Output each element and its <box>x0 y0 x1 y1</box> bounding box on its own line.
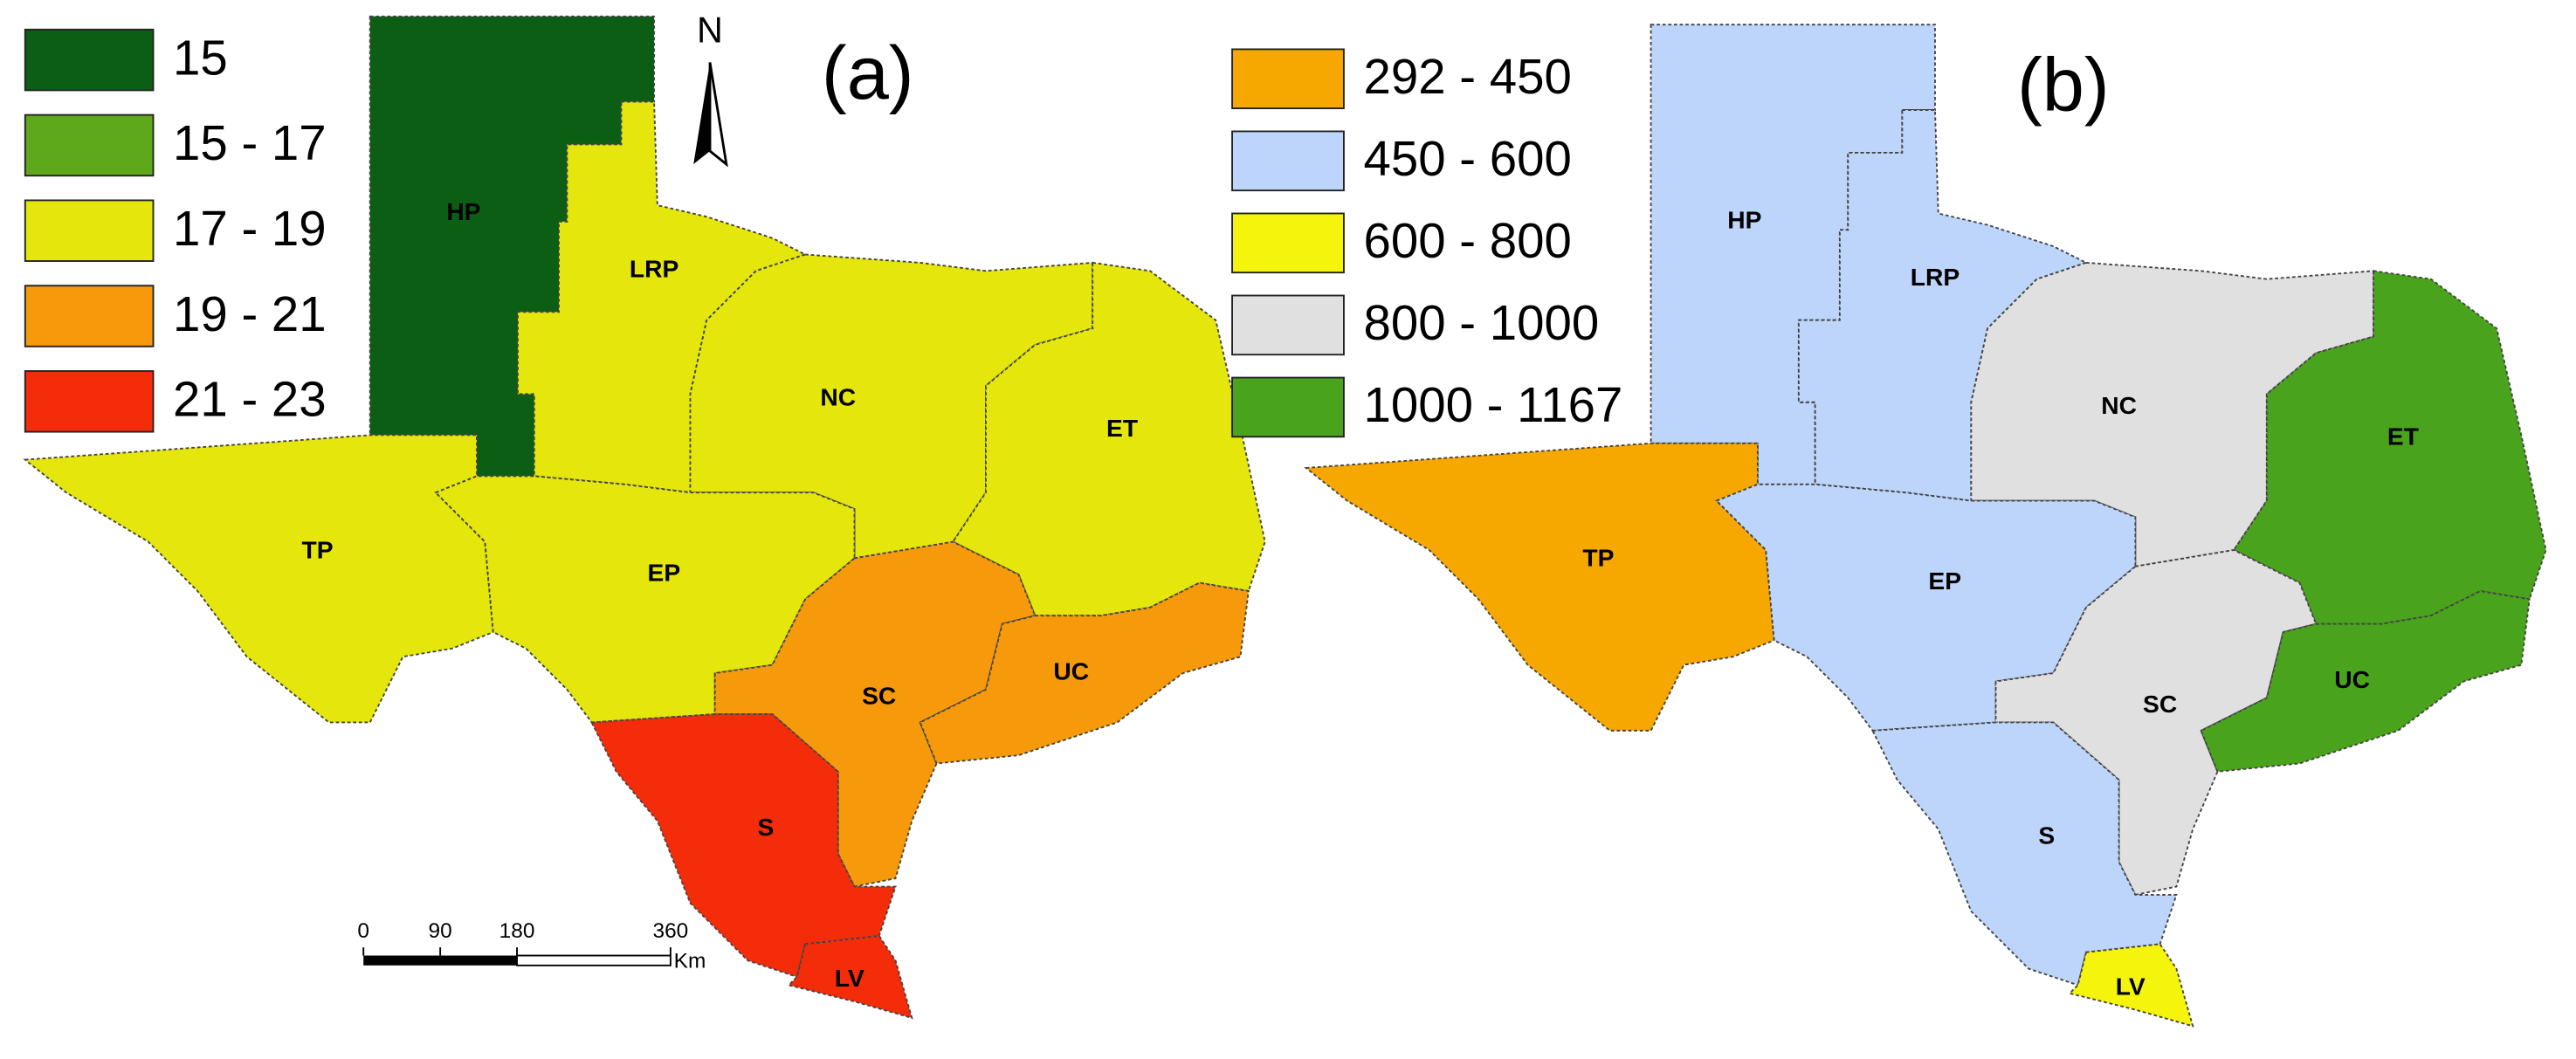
region <box>1304 442 1775 732</box>
region-label: EP <box>1928 567 1961 595</box>
map-panel: HP LRP NC ET TP EP SC UC S LV 292 - 450 450 - 600 60… <box>1231 24 2547 1028</box>
legend-label: 17 - 19 <box>173 201 327 256</box>
legend-label: 800 - 1000 <box>1364 295 1600 350</box>
region-label: S <box>758 813 775 841</box>
legend-swatch <box>24 285 155 347</box>
region-label: TP <box>302 535 334 563</box>
legend-swatch <box>1231 294 1345 356</box>
arrow-half <box>693 62 711 165</box>
legend-label: 21 - 23 <box>173 372 327 427</box>
legend-label: 15 <box>173 30 228 85</box>
legend-swatch <box>24 199 155 262</box>
legend-label: 600 - 800 <box>1364 213 1572 268</box>
legend-label: 19 - 21 <box>173 286 327 341</box>
legend-label: 1000 - 1167 <box>1364 377 1623 432</box>
region <box>2068 943 2194 1028</box>
legend-label: 450 - 600 <box>1364 131 1572 186</box>
region-label: S <box>2038 822 2055 849</box>
region-label: ET <box>2387 423 2419 450</box>
scale-tick-label: 360 <box>652 919 688 943</box>
arrow-half <box>708 62 728 168</box>
region <box>2200 590 2531 773</box>
region-label: HP <box>446 197 480 225</box>
legend-swatch <box>1231 48 1345 110</box>
region-label: UC <box>1053 657 1089 685</box>
region <box>787 934 913 1020</box>
scale-tick-label: 90 <box>429 919 452 943</box>
region-label: SC <box>862 682 896 710</box>
scale-unit: Km <box>674 949 706 973</box>
region <box>517 100 808 494</box>
region <box>919 581 1250 765</box>
legend-swatch <box>24 370 155 433</box>
region-label: UC <box>2334 665 2370 693</box>
scale-tick-label: 0 <box>357 919 369 943</box>
region-label: SC <box>2143 690 2177 718</box>
region-label: NC <box>820 382 856 410</box>
region-label: LRP <box>1911 263 1960 291</box>
map-panel: HP LRP NC ET TP EP SC UC S LV 15 15 - 17 17 - 19 19 -… <box>23 15 1266 1020</box>
region-label: EP <box>648 559 681 587</box>
region <box>23 434 494 724</box>
legend-swatch <box>24 28 155 92</box>
panel-label: (b) <box>2017 43 2110 127</box>
region <box>1994 549 2318 897</box>
legend-label: 15 - 17 <box>173 115 327 170</box>
north-arrow: N <box>693 10 728 168</box>
region-label: LV <box>835 964 864 992</box>
region <box>713 540 1037 888</box>
panel-label: (a) <box>822 31 914 115</box>
scale-tick-label: 180 <box>499 919 535 943</box>
scale-segment <box>363 955 518 966</box>
legend-swatch <box>24 113 155 177</box>
region-label: TP <box>1582 544 1614 572</box>
region-label: HP <box>1727 205 1761 233</box>
region-label: LRP <box>630 255 678 283</box>
region <box>2232 270 2547 625</box>
legend-swatch <box>1231 212 1345 274</box>
region <box>1797 109 2089 502</box>
north-label: N <box>697 10 723 51</box>
region-label: ET <box>1106 414 1138 442</box>
legend-swatch <box>1231 376 1345 438</box>
region-label: LV <box>2116 973 2146 1001</box>
legend-label: 292 - 450 <box>1364 49 1572 104</box>
region-label: NC <box>2101 391 2137 419</box>
scale-segment <box>516 954 672 966</box>
legend-swatch <box>1231 130 1345 192</box>
